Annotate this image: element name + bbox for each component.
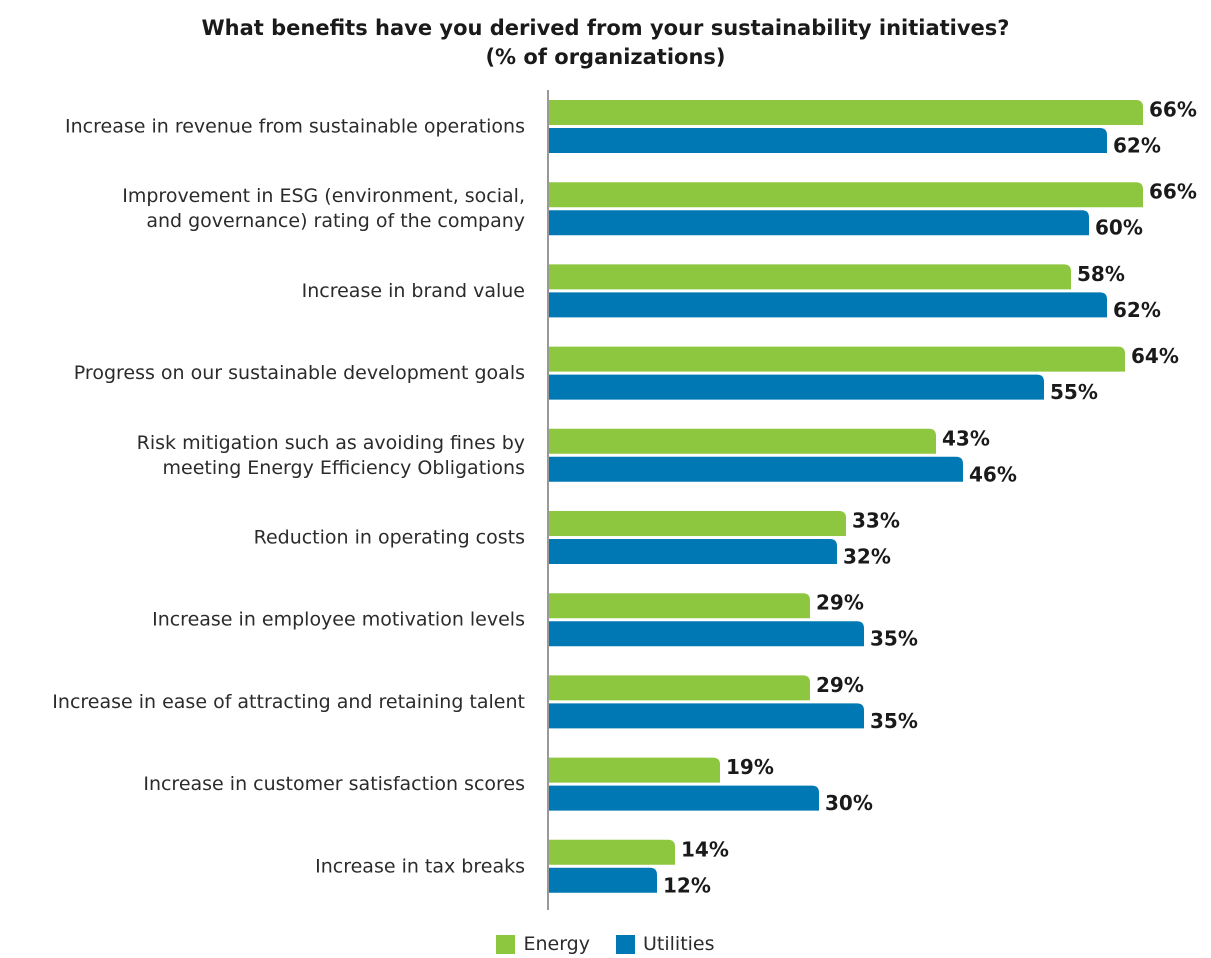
legend: Energy Utilities <box>0 931 1211 957</box>
bar-utilities <box>549 128 1107 153</box>
bar-utilities <box>549 703 864 729</box>
category-label: Reduction in operating costs <box>254 527 525 549</box>
value-label-utilities: 62% <box>1113 298 1161 322</box>
bar-energy <box>549 428 936 454</box>
value-label-energy: 64% <box>1131 344 1179 368</box>
category-label: Progress on our sustainable development … <box>74 362 525 384</box>
value-label-utilities: 60% <box>1095 216 1143 240</box>
bar-energy <box>549 839 675 865</box>
bars-group <box>549 100 1143 893</box>
legend-swatch-energy <box>496 934 516 954</box>
value-label-energy: 29% <box>816 591 864 615</box>
category-label: Increase in tax breaks <box>315 855 525 877</box>
bar-utilities <box>549 621 864 647</box>
bar-energy <box>549 593 810 619</box>
category-label-line: and governance) rating of the company <box>146 210 525 232</box>
bar-utilities <box>549 292 1107 318</box>
value-label-energy: 58% <box>1077 262 1125 286</box>
category-label: Improvement in ESG (environment, social,… <box>122 185 525 232</box>
bar-utilities <box>549 374 1044 400</box>
category-label-line: Reduction in operating costs <box>254 527 525 549</box>
value-label-energy: 43% <box>942 426 990 450</box>
bar-utilities <box>549 539 837 564</box>
category-label-line: Increase in ease of attracting and retai… <box>52 691 525 713</box>
bar-utilities <box>549 456 963 482</box>
bar-utilities <box>549 867 657 893</box>
chart-title-main: What benefits have you derived from your… <box>201 16 1010 40</box>
value-label-utilities: 12% <box>663 873 711 897</box>
bar-energy <box>549 100 1143 125</box>
category-label-line: Increase in revenue from sustainable ope… <box>65 116 525 138</box>
bar-energy <box>549 757 720 783</box>
category-label-line: Increase in employee motivation levels <box>152 609 525 631</box>
value-labels-group: 66%62%66%60%58%62%64%55%43%46%33%32%29%3… <box>663 98 1197 898</box>
category-label: Increase in customer satisfaction scores <box>143 773 525 795</box>
category-label: Increase in revenue from sustainable ope… <box>65 116 525 138</box>
category-label-line: meeting Energy Efficiency Obligations <box>163 457 525 479</box>
legend-item-utilities: Utilities <box>616 933 715 955</box>
category-label-line: Increase in customer satisfaction scores <box>143 773 525 795</box>
chart-title: What benefits have you derived from your… <box>0 14 1211 72</box>
category-label-line: Increase in tax breaks <box>315 855 525 877</box>
value-label-energy: 66% <box>1149 180 1197 204</box>
category-label-line: Progress on our sustainable development … <box>74 362 525 384</box>
bar-energy <box>549 346 1125 372</box>
bar-energy <box>549 264 1071 290</box>
value-label-utilities: 62% <box>1113 134 1161 158</box>
category-label: Increase in employee motivation levels <box>152 609 525 631</box>
bar-utilities <box>549 785 819 811</box>
value-label-energy: 66% <box>1149 98 1197 122</box>
value-label-utilities: 55% <box>1050 380 1098 404</box>
chart-subtitle: (% of organizations) <box>485 45 726 69</box>
value-label-energy: 14% <box>681 837 729 861</box>
legend-label-energy: Energy <box>523 933 590 955</box>
value-label-energy: 19% <box>726 755 774 779</box>
bar-utilities <box>549 210 1089 236</box>
bar-energy <box>549 675 810 701</box>
bar-chart: Increase in revenue from sustainable ope… <box>52 90 1197 910</box>
category-label-line: Increase in brand value <box>302 280 525 302</box>
category-labels-group: Increase in revenue from sustainable ope… <box>52 116 525 878</box>
bar-energy <box>549 182 1143 208</box>
legend-item-energy: Energy <box>496 933 590 955</box>
value-label-utilities: 46% <box>969 462 1017 486</box>
value-label-utilities: 30% <box>825 791 873 815</box>
value-label-energy: 29% <box>816 673 864 697</box>
category-label-line: Improvement in ESG (environment, social, <box>122 185 525 207</box>
legend-label-utilities: Utilities <box>643 933 715 955</box>
value-label-energy: 33% <box>852 509 900 533</box>
legend-swatch-utilities <box>616 934 635 954</box>
value-label-utilities: 35% <box>870 709 918 733</box>
value-label-utilities: 35% <box>870 627 918 651</box>
category-label: Risk mitigation such as avoiding fines b… <box>137 432 525 479</box>
bar-energy <box>549 511 846 536</box>
category-label: Increase in ease of attracting and retai… <box>52 691 525 713</box>
value-label-utilities: 32% <box>843 545 891 569</box>
category-label-line: Risk mitigation such as avoiding fines b… <box>137 432 525 454</box>
category-label: Increase in brand value <box>302 280 525 302</box>
